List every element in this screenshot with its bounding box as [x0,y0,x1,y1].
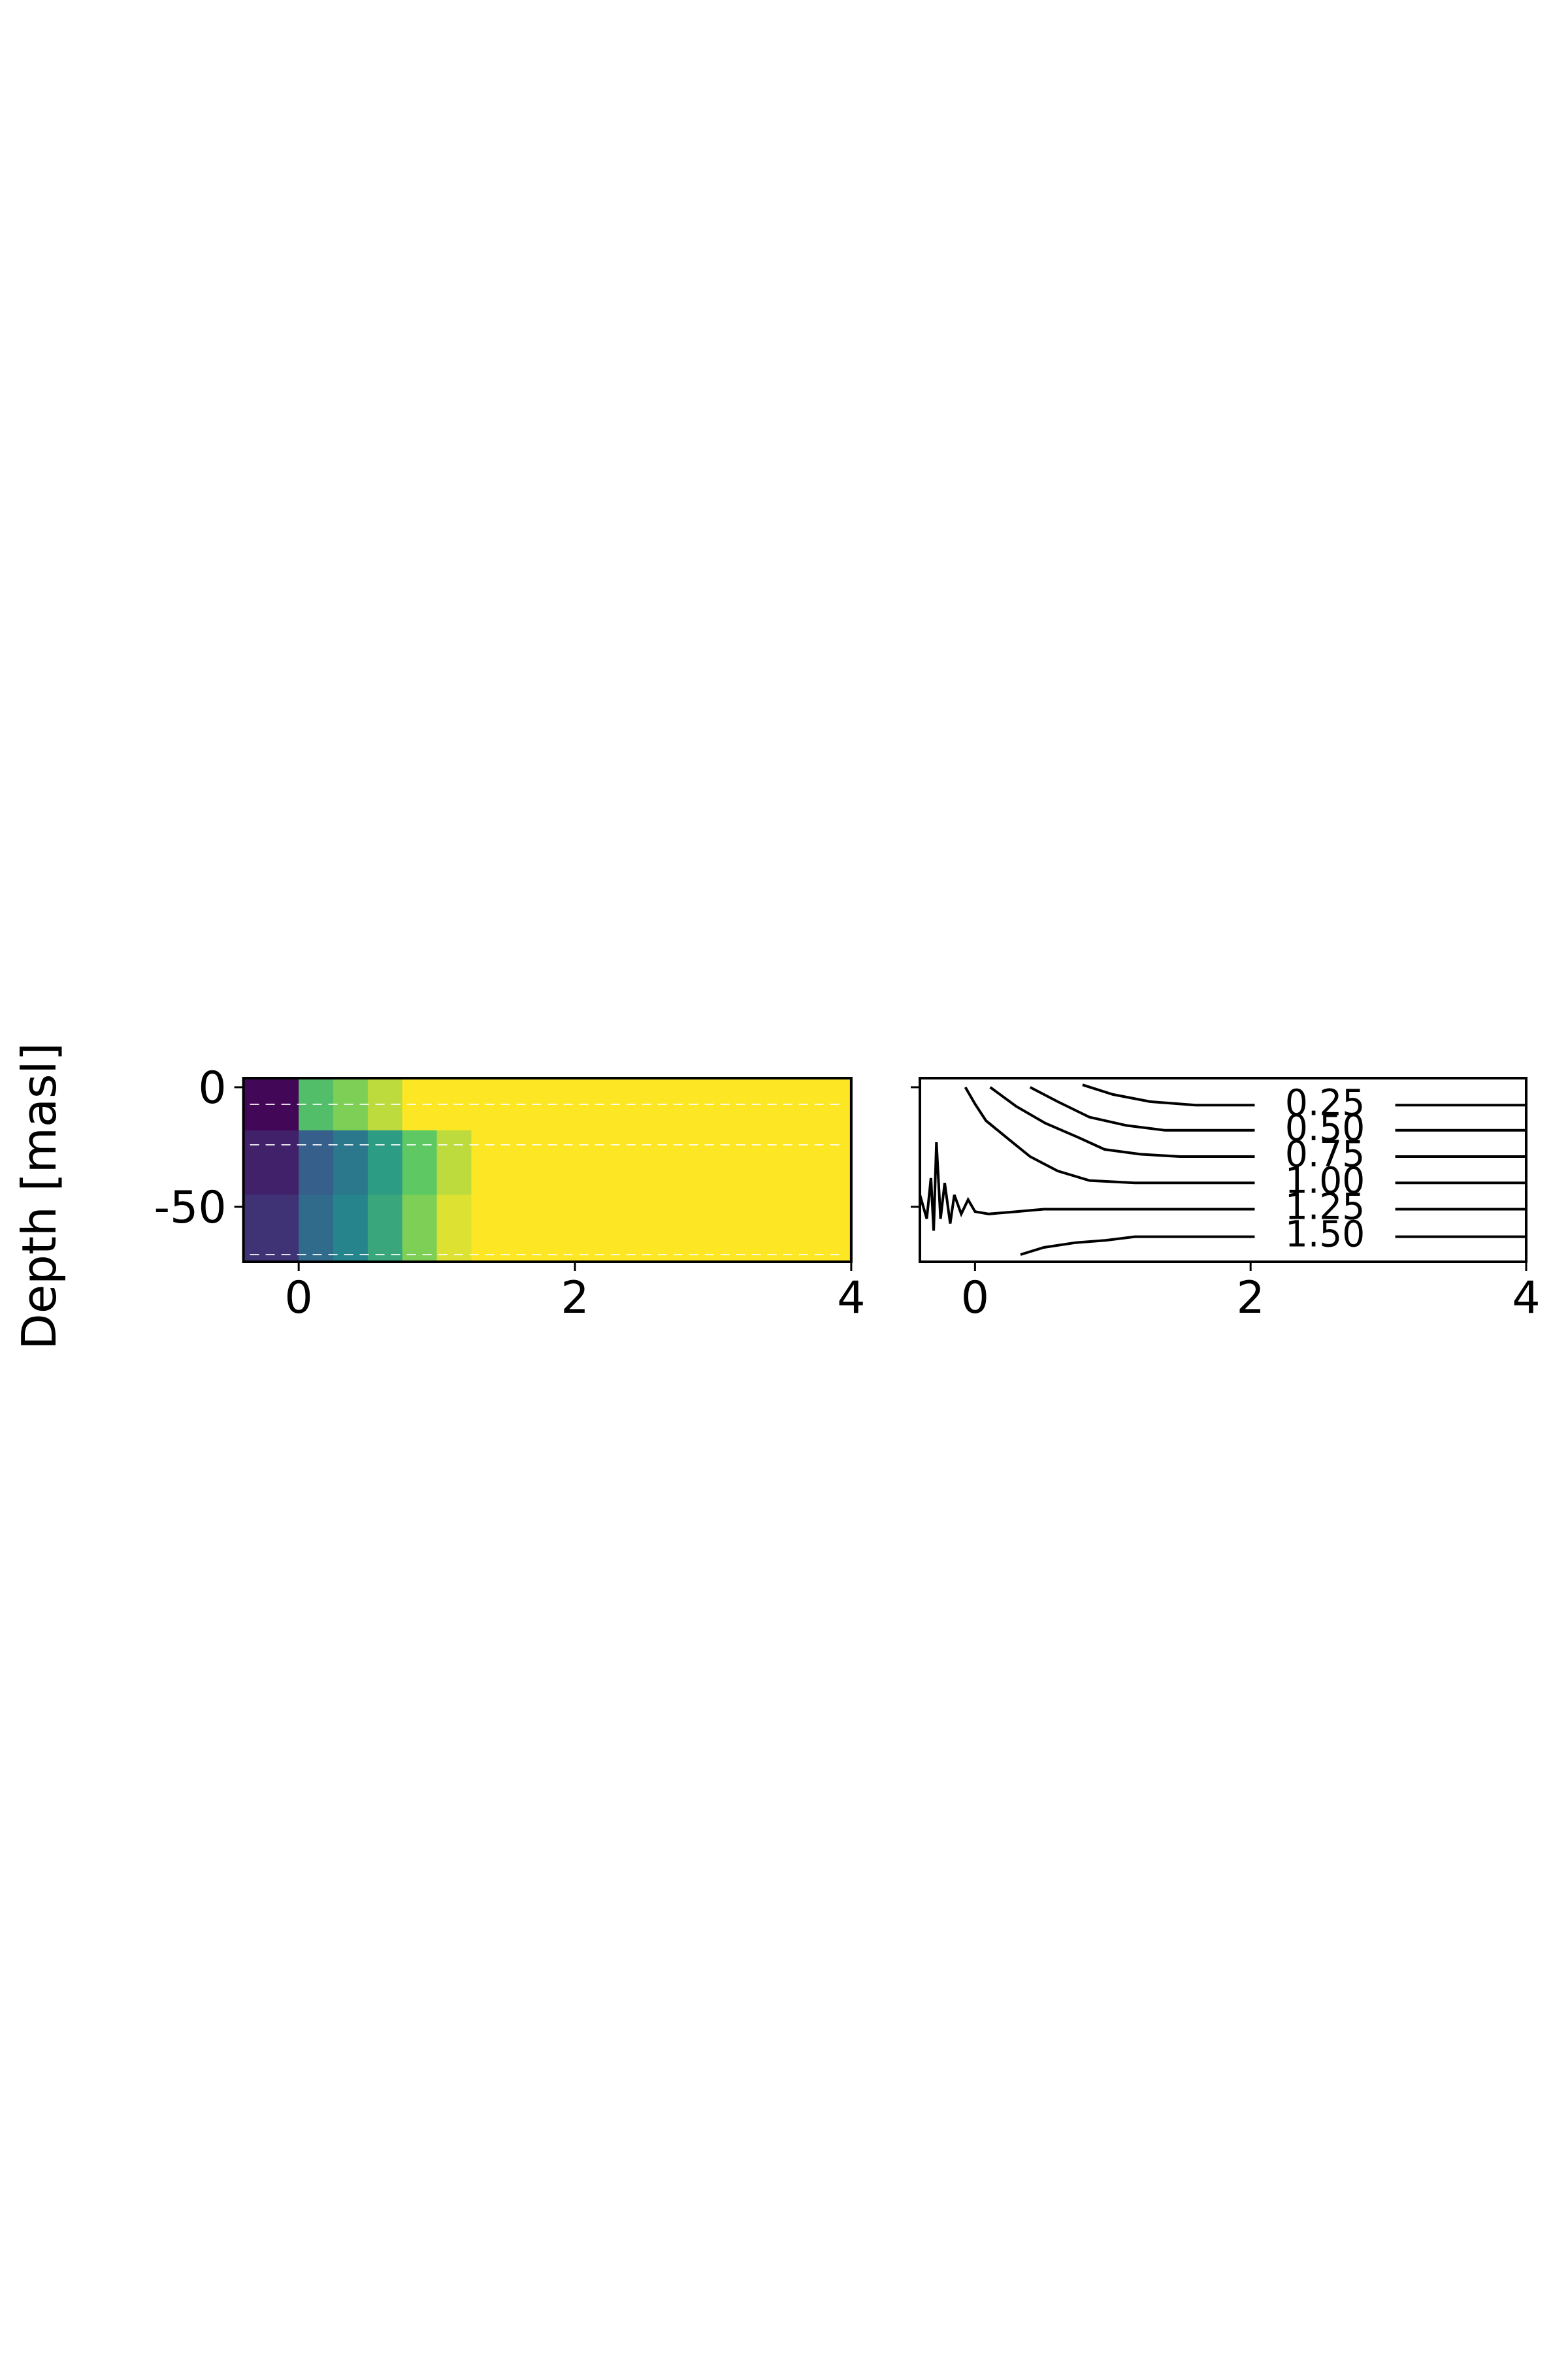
contour-line [1082,1083,1526,1107]
x-tick-label: 2 [561,1272,589,1324]
heatmap-cell [367,1194,403,1262]
contour-label: 1.50 [1285,1213,1365,1255]
heatmap-cell [402,1130,438,1196]
contour-line [964,1086,1526,1185]
contour-label: 1.25 [1285,1186,1365,1228]
x-tick-label: 0 [285,1272,313,1324]
plot-area: 0.250.500.751.001.251.50 [920,1081,1526,1256]
heatmap-cell [367,1130,403,1196]
plot-area [243,1078,851,1262]
x-tick-label: 4 [1512,1272,1540,1324]
contour-label: 0.50 [1285,1107,1365,1149]
heatmap-cell [333,1194,368,1262]
contour-label: 1.00 [1285,1159,1365,1201]
heatmap-cell [506,1194,851,1262]
heatmap-cell [402,1194,438,1262]
contour-label: 0.75 [1285,1133,1365,1175]
contour-line [1029,1086,1526,1132]
heatmap-cell [471,1194,506,1262]
heatmap-cell [436,1194,472,1262]
contour-line [989,1086,1526,1158]
contour-line [1020,1235,1526,1256]
x-tick-label: 4 [837,1272,865,1324]
y-tick-label: 0 [198,1062,226,1114]
contour-line [920,1142,1526,1231]
heatmap-cell [243,1194,299,1262]
heatmap-cell [299,1194,334,1262]
heatmap-cell [506,1130,851,1196]
y-axis-label: Depth [masl] [12,1042,67,1349]
x-tick-label: 0 [961,1272,989,1324]
axes-frame [919,1077,1527,1263]
y-tick-label: -50 [154,1182,227,1234]
axes-frame [242,1077,853,1263]
heatmap-cell [436,1130,472,1196]
x-tick-label: 2 [1237,1272,1265,1324]
heatmap-cell [299,1130,334,1196]
heatmap-cell [243,1130,299,1196]
heatmap-cell [333,1130,368,1196]
heatmap-cell [471,1130,506,1196]
contour-label: 0.25 [1285,1081,1365,1123]
